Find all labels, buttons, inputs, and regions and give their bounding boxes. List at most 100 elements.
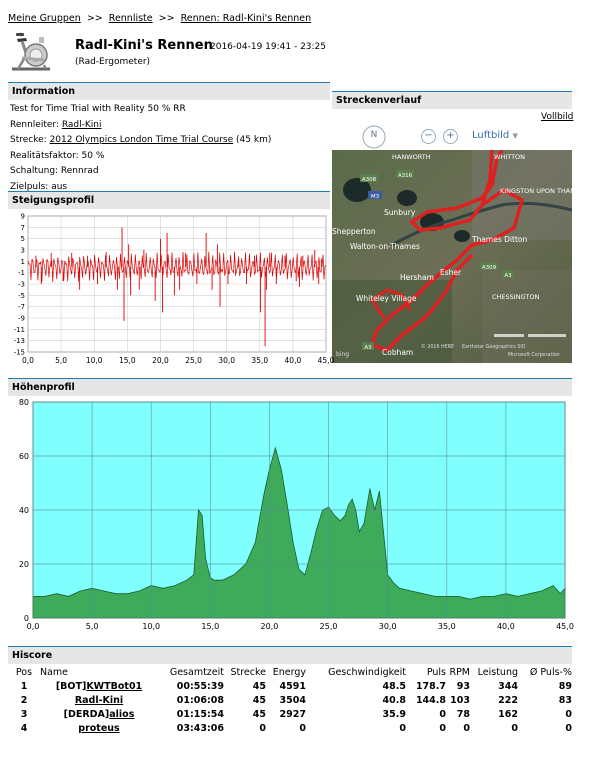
route-map[interactable]: A308 A316 M3 A309 A3 A3 HANWORTH WHITTON…	[332, 150, 572, 363]
breadcrumb-meine-gruppen[interactable]: Meine Gruppen	[8, 13, 81, 24]
x-tick-label: 35,0	[251, 356, 268, 365]
x-tick-label: 30,0	[218, 356, 235, 365]
column-header: Energy	[272, 666, 306, 678]
zoom-out-icon[interactable]: −	[421, 129, 436, 144]
column-header: Pos	[15, 666, 33, 678]
map-place-label: Walton-on-Thames	[350, 242, 420, 251]
race-description: Test for Time Trial with Reality 50 % RR	[10, 104, 186, 114]
x-tick-label: 40,0	[497, 622, 515, 631]
x-tick-label: 5,0	[86, 622, 99, 631]
map-place-label: Shepperton	[332, 227, 376, 236]
user-link[interactable]: proteus	[78, 722, 120, 734]
road-label: A316	[398, 173, 413, 179]
team-prefix: [DERDA]	[63, 708, 110, 720]
x-tick-label: 10,0	[86, 356, 103, 365]
y-tick-label: 9	[21, 213, 25, 221]
road-label: M3	[371, 194, 380, 200]
column-header: Puls	[426, 666, 446, 678]
streckenverlauf-heading: Streckenverlauf	[332, 91, 572, 109]
y-tick-label: -5	[18, 292, 25, 300]
y-tick-label: -15	[14, 349, 25, 357]
cell-pulsp: 83	[558, 694, 572, 706]
vollbild-link[interactable]: Vollbild	[541, 112, 574, 122]
map-place-label: KINGSTON UPON THAMES	[500, 187, 572, 195]
x-tick-label: 45,0	[556, 622, 574, 631]
cell-speed: 48.5	[382, 680, 406, 692]
x-tick-label: 10,0	[142, 622, 160, 631]
breadcrumb-rennliste[interactable]: Rennliste	[108, 13, 153, 24]
steigungsprofil-chart: 9 7 5 3 1 -1 -3 -5 -7 -9 -11 -13 -150,0 5,0 10,0 15,0 20…	[14, 213, 334, 366]
column-header: RPM	[449, 666, 470, 678]
y-tick-label: 5	[21, 235, 25, 243]
map-type-dropdown[interactable]: Luftbild ▼	[472, 130, 518, 141]
cell-rpm: 103	[450, 694, 470, 706]
realitaetsfaktor: Realitätsfaktor: 50 %	[10, 150, 105, 161]
cell-name: [BOT]KWTBot01	[40, 679, 158, 693]
hiscore-table: Pos Name Gesamtzeit Strecke Energy Geschwindi…	[8, 665, 572, 735]
cell-name: proteus	[40, 721, 158, 735]
cell-rpm: 93	[456, 680, 470, 692]
column-header: Gesamtzeit	[169, 666, 224, 678]
cell-leistung: 0	[511, 722, 518, 734]
race-subtitle: (Rad-Ergometer)	[75, 57, 151, 67]
rennleiter-row: Rennleiter: Radl-Kini	[10, 118, 330, 134]
cell-strecke: 45	[252, 694, 266, 706]
cell-pos: 3	[20, 708, 28, 720]
table-row: 2 Radl-Kini 01:06:08 45 3504 40.8 144.8 103 222 8…	[8, 693, 572, 707]
map-place-label: Hersham	[400, 273, 434, 282]
map-place-label: WHITTON	[494, 153, 525, 161]
road-label: A309	[482, 265, 497, 271]
race-datetime: 2016-04-19 19:41 - 23:25	[210, 42, 327, 52]
map-place-label: Whiteley Village	[356, 294, 417, 303]
cell-pulsp: 0	[565, 708, 572, 720]
map-copyright: Microsoft Corporation	[508, 352, 560, 358]
y-tick-label: 7	[21, 224, 25, 232]
y-tick-label: 80	[19, 398, 29, 407]
y-tick-label: -13	[14, 337, 25, 345]
hiscore-heading: Hiscore	[8, 646, 572, 664]
x-tick-label: 45,0	[318, 356, 334, 365]
x-tick-label: 5,0	[55, 356, 67, 365]
user-link[interactable]: alios	[109, 708, 135, 720]
strecke-link[interactable]: 2012 Olympics London Time Trial Course	[49, 135, 234, 145]
breadcrumb-separator: >>	[158, 13, 175, 24]
x-tick-label: 0,0	[22, 356, 34, 365]
road-label: A3	[504, 273, 512, 279]
compass-icon[interactable]: N	[370, 130, 378, 140]
page-title: Radl-Kini's Rennen	[75, 38, 213, 53]
y-tick-label: -9	[18, 315, 25, 323]
exercise-bike-icon	[8, 29, 54, 75]
rennleiter-link[interactable]: Radl-Kini	[61, 119, 102, 130]
map-type-label: Luftbild	[472, 130, 510, 141]
cell-rpm: 78	[456, 708, 470, 720]
steigungsprofil-heading: Steigungsprofil	[8, 191, 330, 209]
road-label: A3	[364, 345, 372, 351]
y-tick-label: -3	[18, 281, 25, 289]
user-link[interactable]: KWTBot01	[86, 680, 143, 692]
x-tick-label: 15,0	[119, 356, 136, 365]
bing-logo: bing	[336, 351, 349, 358]
breadcrumb-rennen[interactable]: Rennen: Radl-Kini's Rennen	[180, 13, 312, 24]
table-row: 4 proteus 03:43:06 0 0 0 0 0 0 0	[8, 721, 572, 735]
cell-strecke: 45	[252, 708, 266, 720]
breadcrumb-separator: >>	[86, 13, 103, 24]
cell-speed: 40.8	[382, 694, 406, 706]
map-place-label: Cobham	[382, 348, 413, 357]
cell-energy: 3504	[279, 694, 306, 706]
x-tick-label: 35,0	[438, 622, 456, 631]
elevation-area	[32, 446, 566, 619]
road-label: A308	[362, 177, 377, 183]
rennleiter-label: Rennleiter:	[10, 119, 59, 130]
cell-pos: 1	[20, 680, 28, 692]
user-link[interactable]: Radl-Kini	[74, 694, 124, 706]
cell-puls: 0	[439, 708, 446, 720]
cell-pos: 2	[20, 694, 28, 706]
x-tick-label: 15,0	[201, 622, 219, 631]
x-tick-label: 20,0	[152, 356, 169, 365]
map-place-label: Esher	[440, 268, 462, 277]
map-copyright: Earthstar Geographics SIO	[462, 344, 526, 350]
cell-zeit: 01:06:08	[176, 694, 224, 706]
y-tick-label: -7	[18, 303, 25, 311]
strecke-length: (45 km)	[236, 135, 272, 145]
zoom-in-icon[interactable]: +	[443, 129, 458, 144]
